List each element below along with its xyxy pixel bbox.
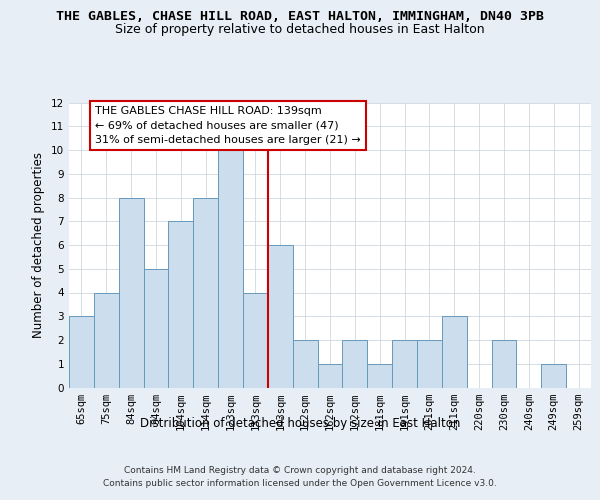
Bar <box>293 340 317 388</box>
Bar <box>417 340 442 388</box>
Bar <box>491 340 517 388</box>
Text: Contains HM Land Registry data © Crown copyright and database right 2024.: Contains HM Land Registry data © Crown c… <box>124 466 476 475</box>
Bar <box>169 222 193 388</box>
Bar <box>367 364 392 388</box>
Text: THE GABLES CHASE HILL ROAD: 139sqm
← 69% of detached houses are smaller (47)
31%: THE GABLES CHASE HILL ROAD: 139sqm ← 69%… <box>95 106 361 145</box>
Bar <box>218 150 243 388</box>
Bar <box>193 198 218 388</box>
Bar <box>69 316 94 388</box>
Text: Size of property relative to detached houses in East Halton: Size of property relative to detached ho… <box>115 22 485 36</box>
Bar <box>317 364 343 388</box>
Text: Contains public sector information licensed under the Open Government Licence v3: Contains public sector information licen… <box>103 479 497 488</box>
Bar <box>119 198 143 388</box>
Bar <box>243 292 268 388</box>
Text: THE GABLES, CHASE HILL ROAD, EAST HALTON, IMMINGHAM, DN40 3PB: THE GABLES, CHASE HILL ROAD, EAST HALTON… <box>56 10 544 23</box>
Y-axis label: Number of detached properties: Number of detached properties <box>32 152 46 338</box>
Bar <box>392 340 417 388</box>
Bar <box>541 364 566 388</box>
Bar <box>94 292 119 388</box>
Bar <box>268 245 293 388</box>
Bar <box>343 340 367 388</box>
Bar <box>143 269 169 388</box>
Text: Distribution of detached houses by size in East Halton: Distribution of detached houses by size … <box>140 418 460 430</box>
Bar <box>442 316 467 388</box>
